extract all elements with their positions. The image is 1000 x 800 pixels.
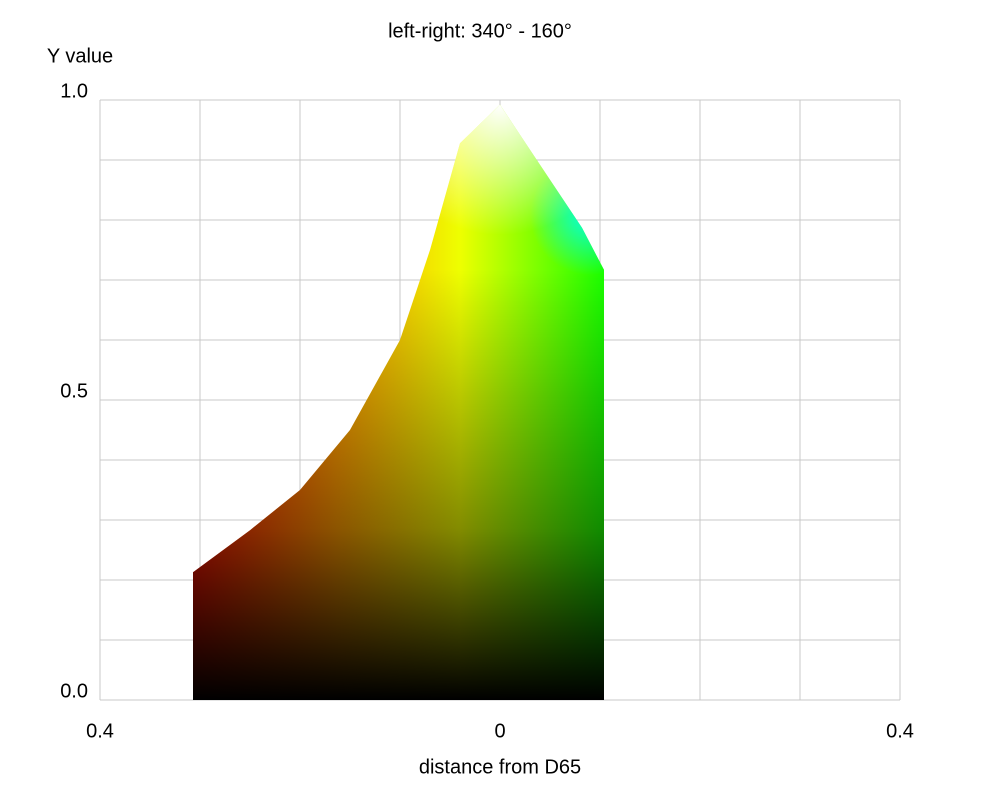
x-tick-label: 0.4 [886, 720, 914, 742]
chart-title: left-right: 340° - 160° [388, 20, 572, 42]
y-axis-label: Y value [47, 45, 113, 67]
y-tick-label: 0.0 [60, 680, 88, 702]
x-tick-label: 0.4 [86, 720, 114, 742]
x-axis-label: distance from D65 [419, 756, 581, 778]
labels: left-right: 340° - 160° Y value distance… [47, 20, 914, 778]
x-tick-label: 0 [494, 720, 505, 742]
y-tick-label: 1.0 [60, 80, 88, 102]
y-tick-label: 0.5 [60, 380, 88, 402]
